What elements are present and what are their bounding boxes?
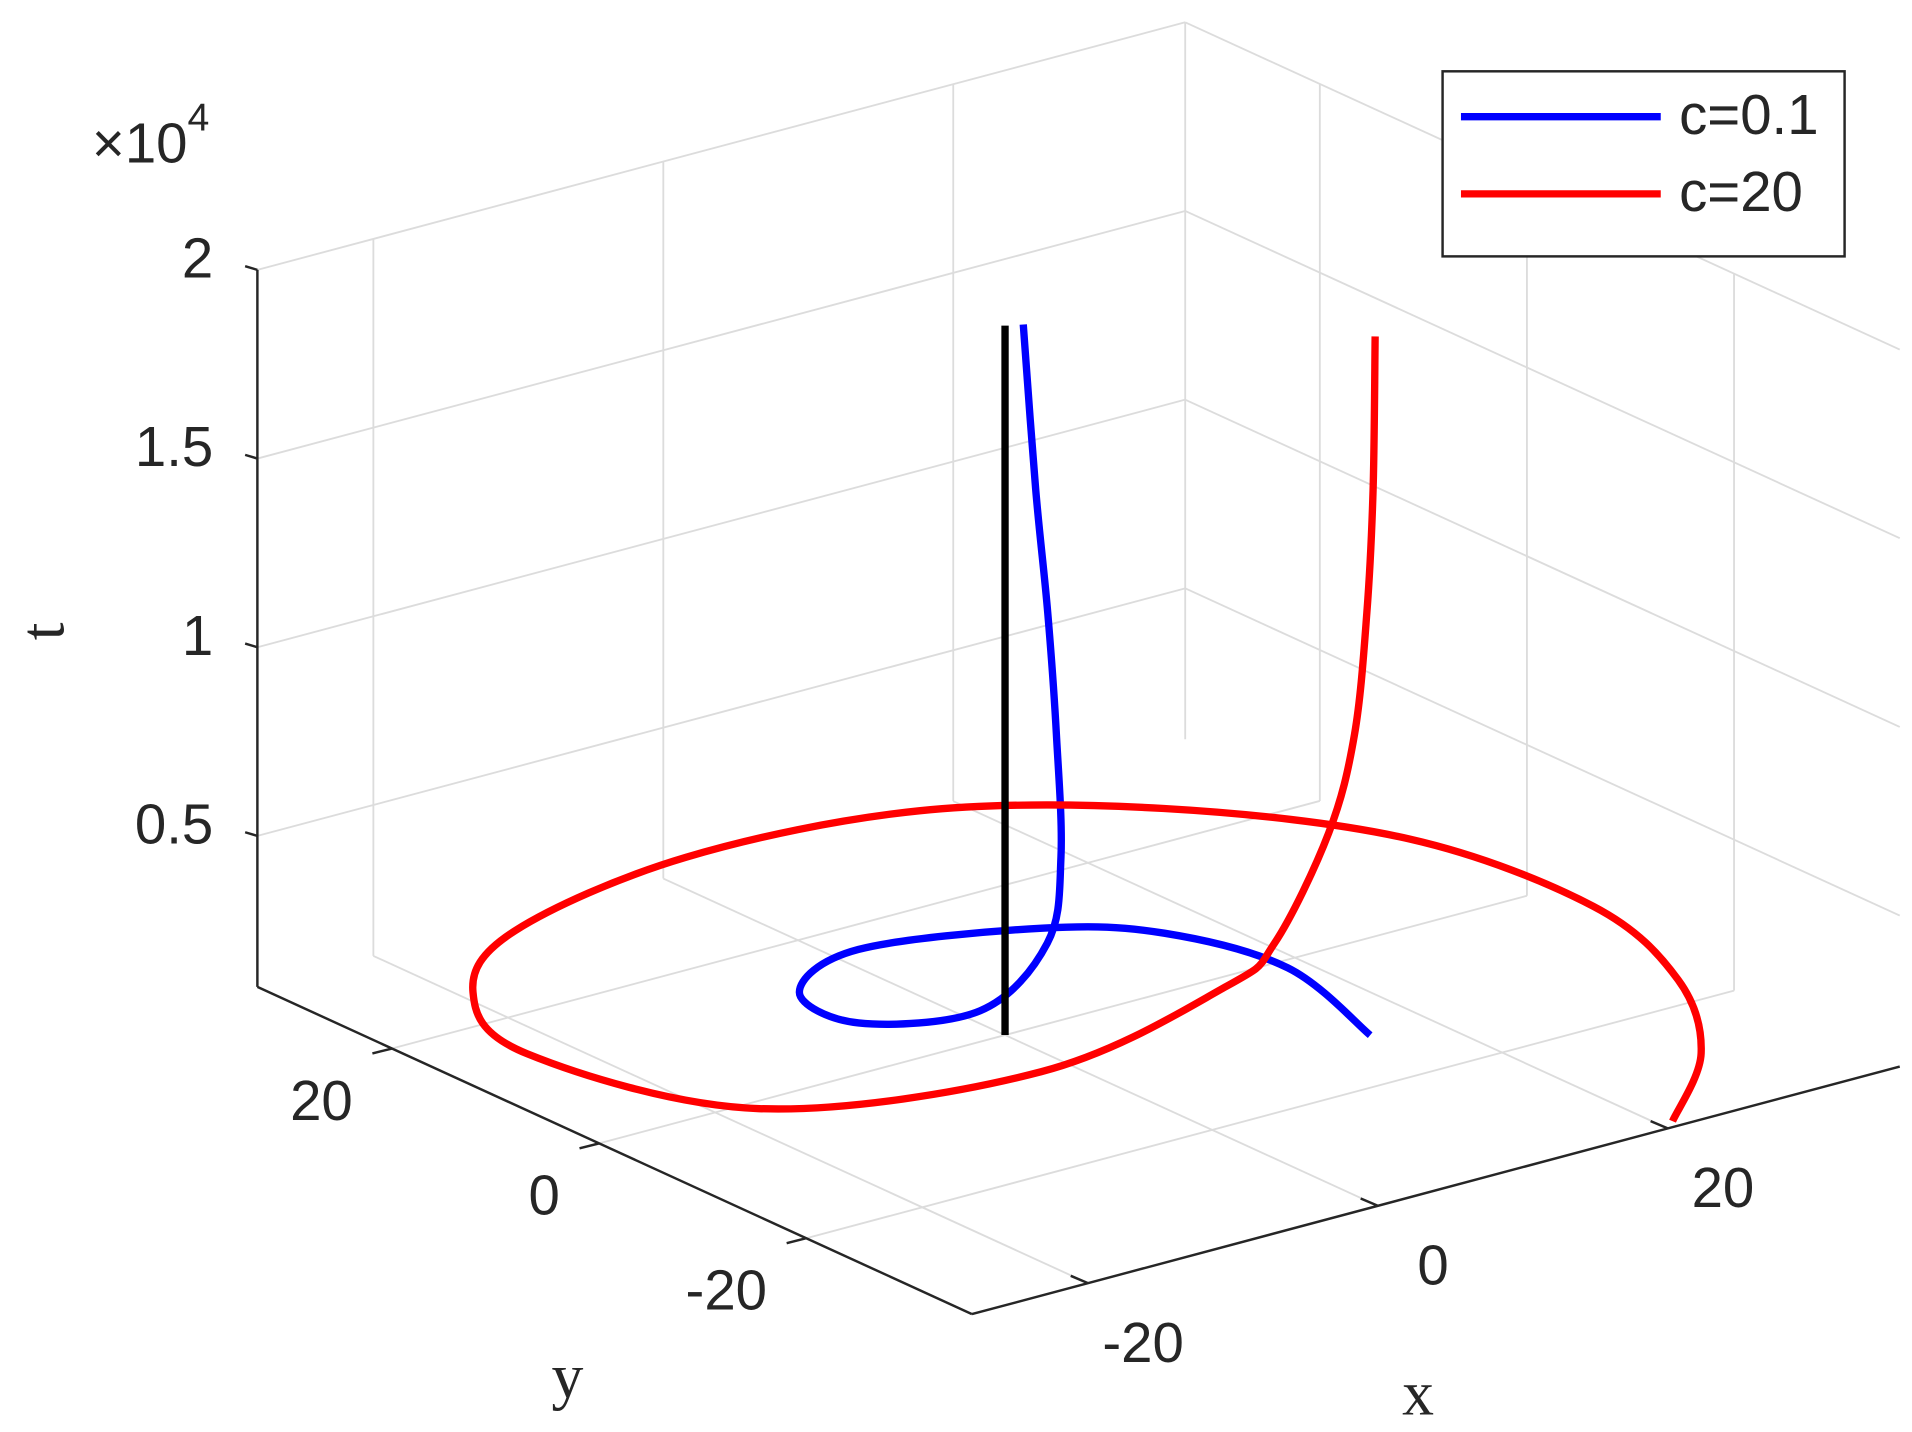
z-tick-label: 1 (182, 604, 213, 667)
grid-line (257, 210, 1186, 460)
curves (469, 324, 1705, 1123)
legend: c=0.1 c=20 (1441, 70, 1846, 258)
x-tick-label: -20 (1102, 1311, 1183, 1374)
z-tick-label: 0.5 (135, 792, 213, 855)
z-exponent-base: ×10 (92, 111, 188, 174)
legend-label: c=0.1 (1679, 83, 1818, 146)
z-exponent: ×104 (92, 96, 209, 174)
z-axis-label: t (7, 622, 78, 640)
y-axis (256, 985, 973, 1316)
grid (257, 21, 1901, 1285)
grid-line (598, 894, 1528, 1145)
z-tick-label: 2 (182, 226, 213, 289)
grid-line (1184, 398, 1901, 728)
y-tick-label: 20 (290, 1069, 353, 1132)
grid-line (257, 587, 1186, 837)
x-axis-label: x (1402, 1358, 1434, 1429)
axes: -20 0 20 -20 0 20 0.5 1 1.5 2 (135, 226, 1901, 1374)
z-tick-label: 1.5 (135, 415, 213, 478)
y-tick (786, 1237, 807, 1245)
grid-line (257, 21, 1186, 271)
y-tick-label: -20 (686, 1258, 767, 1321)
grid-line (806, 989, 1735, 1240)
z-tick (244, 265, 258, 272)
x-tick-label: 0 (1417, 1233, 1448, 1296)
y-tick (579, 1142, 600, 1150)
grid-line (391, 800, 1321, 1050)
grid-line (1184, 587, 1901, 917)
grid-line (372, 955, 1089, 1285)
z-exponent-power: 4 (188, 96, 210, 140)
x-axis (971, 1065, 1901, 1316)
x-tick (1650, 1119, 1669, 1130)
legend-label: c=20 (1679, 160, 1803, 223)
y-tick (372, 1047, 393, 1055)
legend-box (1441, 70, 1846, 258)
line-series (469, 336, 1705, 1123)
grid-line (952, 800, 1669, 1130)
line-series (795, 324, 1373, 1039)
grid-line (1184, 210, 1901, 540)
y-tick-label: 0 (529, 1164, 560, 1227)
z-tick (244, 453, 258, 460)
z-tick (244, 642, 258, 649)
grid-line (662, 877, 1379, 1207)
z-tick (244, 831, 258, 838)
x-tick (1360, 1197, 1379, 1207)
y-axis-label: y (552, 1340, 584, 1411)
x-tick-label: 20 (1692, 1156, 1755, 1219)
x-tick (1070, 1274, 1089, 1285)
